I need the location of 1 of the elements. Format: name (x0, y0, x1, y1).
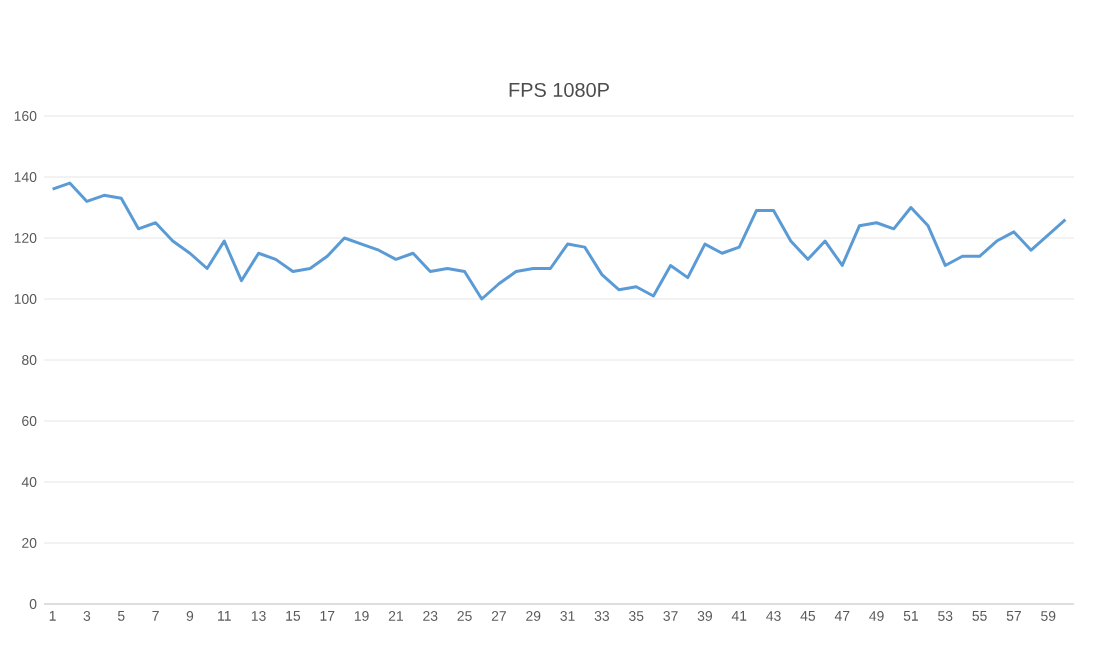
chart-title: FPS 1080P (509, 82, 609, 97)
